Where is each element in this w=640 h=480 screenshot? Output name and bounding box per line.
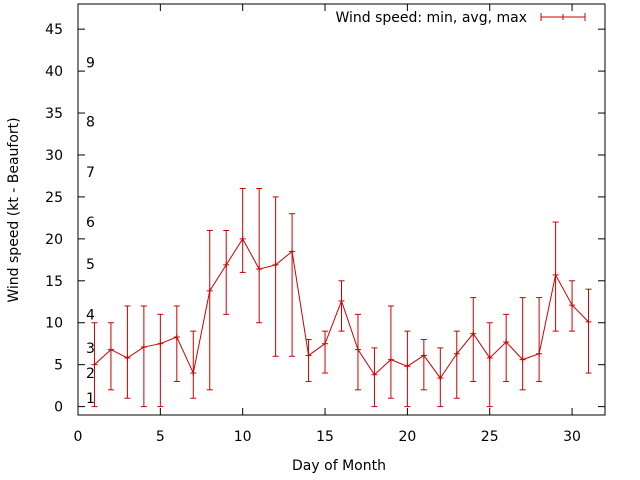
beaufort-label: 3	[86, 341, 95, 357]
wind-speed-series	[91, 188, 592, 408]
x-tick-label: 25	[481, 429, 499, 445]
beaufort-label: 2	[86, 366, 95, 382]
y-tick-label: 25	[45, 190, 63, 206]
x-tick-label: 0	[74, 429, 83, 445]
beaufort-label: 6	[86, 215, 95, 231]
x-tick-label: 30	[563, 429, 581, 445]
beaufort-scale-labels: 1 2 3 4 5 6 7 8 9	[86, 56, 95, 408]
y-tick-label: 15	[45, 274, 63, 290]
beaufort-label: 4	[86, 307, 95, 323]
y-tick-label: 45	[45, 22, 63, 38]
y-tick-label: 30	[45, 148, 63, 164]
y-tick-label: 10	[45, 316, 63, 332]
legend: Wind speed: min, avg, max	[335, 10, 586, 26]
x-tick-label: 20	[398, 429, 416, 445]
x-axis-title: Day of Month	[292, 458, 386, 474]
y-tick-label: 35	[45, 106, 63, 122]
beaufort-label: 7	[86, 165, 95, 181]
y-tick-label: 40	[45, 64, 63, 80]
beaufort-label: 8	[86, 114, 95, 130]
x-tick-label: 5	[156, 429, 165, 445]
beaufort-label: 5	[86, 257, 95, 273]
y-tick-label: 20	[45, 232, 63, 248]
legend-label: Wind speed: min, avg, max	[335, 10, 527, 26]
y-axis-title: Wind speed (kt - Beaufort)	[6, 117, 22, 302]
plot-frame	[77, 3, 606, 416]
x-tick-label: 15	[316, 429, 334, 445]
beaufort-label: 1	[86, 391, 95, 407]
y-tick-label: 5	[54, 358, 63, 374]
y-tick-label: 0	[54, 400, 63, 416]
x-tick-label: 10	[234, 429, 252, 445]
beaufort-label: 9	[86, 56, 95, 72]
